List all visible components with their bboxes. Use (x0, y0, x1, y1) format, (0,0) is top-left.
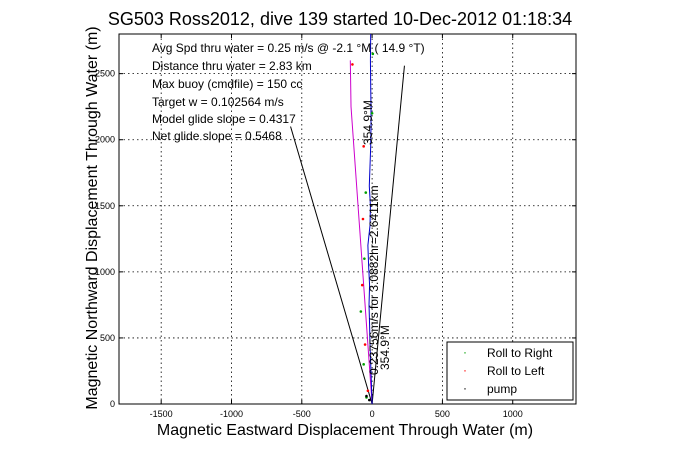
point-roll-to-right (370, 111, 374, 115)
cone-line-right (371, 65, 405, 405)
x-tick-label: -1000 (220, 409, 243, 419)
legend-marker-roll-left: · (463, 363, 467, 377)
series-layer (290, 33, 405, 405)
y-tick-label: 2500 (95, 69, 115, 79)
heading-label-upper: 354.9°M (361, 100, 375, 145)
point-roll-to-left (361, 217, 365, 221)
y-tick-label: 1500 (95, 201, 115, 211)
point-roll-to-right (364, 191, 368, 194)
point-roll-to-right (371, 52, 375, 56)
y-tick-label: 2000 (95, 135, 115, 145)
point-roll-to-right (359, 310, 363, 313)
glider-track-line (367, 33, 373, 405)
chart-title: SG503 Ross2012, dive 139 started 10-Dec-… (108, 9, 572, 29)
annotation-target-w: Target w = 0.102564 m/s (152, 95, 284, 109)
y-tick-label: 1000 (95, 267, 115, 277)
point-pump (367, 398, 371, 402)
legend-label-pump: pump (487, 382, 517, 396)
x-tick-label: 0 (370, 409, 375, 419)
point-roll-to-left (362, 145, 365, 148)
point-roll-to-right (362, 363, 365, 366)
legend-marker-roll-right: · (463, 345, 467, 359)
intended-track-line (349, 60, 373, 405)
y-ticks: 0 500 1000 1500 2000 2500 (95, 69, 576, 409)
y-tick-label: 500 (100, 333, 115, 343)
point-roll-to-left (351, 63, 354, 66)
point-roll-to-left (360, 283, 364, 287)
legend-label-roll-right: Roll to Right (487, 346, 553, 360)
annotation-avg-speed: Avg Spd thru water = 0.25 m/s @ -2.1 °M … (152, 41, 425, 55)
legend-box (446, 341, 574, 401)
annotation-block: Avg Spd thru water = 0.25 m/s @ -2.1 °M … (152, 41, 425, 143)
x-tick-label: 1000 (503, 409, 523, 419)
x-tick-label: 500 (435, 409, 450, 419)
x-axis-label: Magnetic Eastward Displacement Through W… (157, 422, 533, 439)
annotation-net-glide: Net glide slope = 0.5468 (152, 129, 282, 143)
legend: · Roll to Right · Roll to Left · pump (446, 341, 574, 401)
annotation-max-buoy: Max buoy (cmdfile) = 150 cc (152, 77, 302, 91)
annotation-distance: Distance thru water = 2.83 km (152, 59, 312, 73)
y-axis-label: Magnetic Northward Displacement Through … (84, 26, 101, 409)
y-tick-label: 0 (110, 399, 115, 409)
point-pump (365, 394, 368, 398)
grid (119, 34, 576, 405)
distance-label: 0.23756m/s for 3.0882hr=2.6411km (367, 185, 381, 375)
annotation-model-glide: Model glide slope = 0.4317 (152, 112, 296, 126)
legend-marker-pump: · (463, 381, 467, 395)
x-tick-label: -500 (293, 409, 311, 419)
point-roll-to-left (366, 389, 370, 393)
x-tick-label: -1500 (150, 409, 173, 419)
cone-line-left (290, 126, 373, 405)
point-roll-to-left (363, 343, 367, 346)
point-roll-to-right (363, 257, 366, 260)
heading-label-lower: 354.9°M (378, 325, 392, 370)
legend-label-roll-left: Roll to Left (487, 364, 545, 378)
